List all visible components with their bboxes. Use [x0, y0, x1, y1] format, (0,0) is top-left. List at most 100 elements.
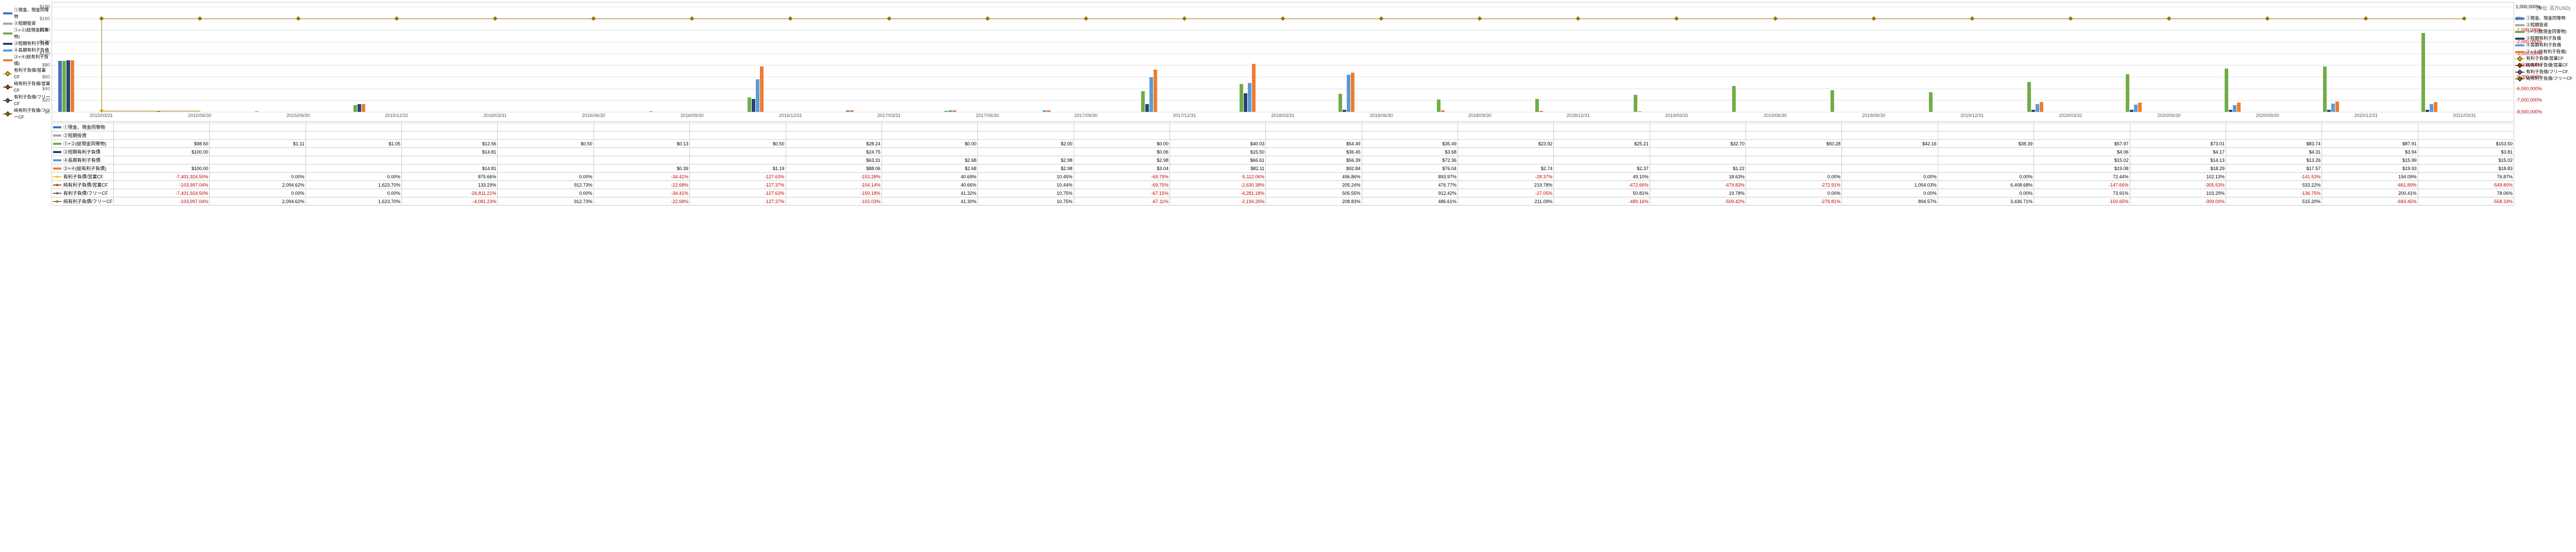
table-cell [498, 148, 594, 156]
table-cell: $0.50 [498, 140, 594, 148]
table-cell: 49.10% [1554, 173, 1650, 181]
bar-s3 [1535, 99, 1539, 112]
table-cell [690, 156, 786, 164]
table-cell: -104.14% [786, 181, 882, 189]
x-tick: 2016/09/30 [681, 113, 704, 118]
bar-s5 [2233, 105, 2236, 112]
table-cell: $98.60 [114, 140, 210, 148]
legend-item-s5: ④長期有利子負債 [3, 47, 50, 54]
table-cell: $57.97 [2034, 140, 2130, 148]
bar-s3 [1338, 94, 1342, 112]
table-cell: -683.45% [2322, 197, 2418, 206]
legend-item-s1: ①現金、現金同等物 [3, 7, 50, 20]
table-cell: $4.31 [2226, 148, 2321, 156]
bar-s3 [62, 61, 66, 112]
bar-s4 [66, 60, 70, 112]
table-cell: $87.91 [2322, 140, 2418, 148]
x-tick: 2020/03/31 [2059, 113, 2082, 118]
bar-s4 [2327, 110, 2331, 112]
table-cell: 912.42% [1362, 189, 1458, 197]
table-cell: 0.00% [1938, 189, 2033, 197]
bar-s6 [1047, 110, 1050, 112]
table-cell: $2.37 [1554, 164, 1650, 173]
table-cell: -7,401,924.50% [114, 173, 210, 181]
bar-s6 [953, 110, 956, 112]
table-cell: -69.79% [1074, 173, 1170, 181]
table-cell [1458, 148, 1554, 156]
table-cell [1842, 148, 1938, 156]
legend-item-s9: 有利子負債/フリーCF [2515, 69, 2574, 75]
table-cell: $40.03 [1170, 140, 1265, 148]
table-cell: 0.00% [498, 173, 594, 181]
table-cell [114, 156, 210, 164]
bar-s3 [944, 111, 948, 112]
table-cell: 6,408.68% [1938, 181, 2033, 189]
table-cell: -136.75% [2226, 189, 2321, 197]
table-cell: 205.24% [1266, 181, 1362, 189]
table-cell: -102.03% [786, 197, 882, 206]
bar-s6 [1154, 70, 1157, 112]
table-cell: $18.29 [2130, 164, 2226, 173]
bar-s6 [71, 60, 74, 112]
table-cell: -26,811.21% [402, 189, 498, 197]
table-cell: $35.49 [1362, 140, 1458, 148]
table-cell: $2.68 [882, 164, 977, 173]
table-cell: $83.74 [2226, 140, 2321, 148]
table-cell: -305.53% [2130, 181, 2226, 189]
table-cell: $50.28 [1746, 140, 1842, 148]
legend-item-s8: 純有利子負債/営業CF [3, 80, 50, 94]
bar-s3 [1141, 91, 1145, 112]
table-cell: 893.97% [1362, 173, 1458, 181]
table-cell: -141.53% [2226, 173, 2321, 181]
legend-item-s2: ②短期投資 [3, 20, 50, 27]
table-cell: $36.45 [1266, 148, 1362, 156]
bar-s3 [157, 111, 160, 112]
bar-s6 [362, 104, 365, 112]
bar-s5 [2430, 104, 2433, 112]
x-tick: 2020/12/31 [2354, 113, 2378, 118]
table-cell: -34.41% [594, 173, 689, 181]
legend-item-s10: 純有利子負債/フリーCF [3, 107, 50, 121]
table-cell: 18.63% [1650, 173, 1745, 181]
bar-s3 [2027, 82, 2031, 112]
table-cell: 2,094.62% [210, 197, 306, 206]
bar-s3 [2225, 69, 2228, 112]
bar-s4 [1343, 110, 1346, 112]
table-cell [1650, 156, 1745, 164]
table-cell: 194.09% [2322, 173, 2418, 181]
table-cell: $2.00 [978, 140, 1074, 148]
table-cell: -153.28% [786, 173, 882, 181]
x-tick: 2020/06/30 [2158, 113, 2181, 118]
legend-item-s10: 純有利子負債/フリーCF [2515, 75, 2574, 82]
table-cell: 72.44% [2034, 173, 2130, 181]
bar-s1 [58, 61, 62, 112]
table-cell: -127.37% [690, 181, 786, 189]
table-cell: 912.73% [498, 181, 594, 189]
bar-s6 [2434, 102, 2437, 112]
row-header: 純有利子負債/営業CF [52, 181, 114, 189]
row-header: ③+④(総有利子負債) [52, 164, 114, 173]
table-cell: -489.16% [1554, 197, 1650, 206]
table-cell: $100.00 [114, 164, 210, 173]
x-tick: 2015/12/31 [385, 113, 408, 118]
legend-item-s6: ③+④(総有利子負債) [3, 54, 50, 67]
bar-s3 [255, 111, 259, 112]
bar-s6 [1351, 73, 1354, 112]
bar-s6 [649, 111, 653, 112]
table-cell: -127.63% [690, 189, 786, 197]
table-cell: $56.39 [1266, 156, 1362, 164]
table-cell [1938, 156, 2033, 164]
table-cell: -27.05% [1458, 189, 1554, 197]
table-cell: $0.00 [1074, 140, 1170, 148]
table-cell: 78.06% [2418, 189, 2514, 197]
legend-right: ①現金、現金同等物②短期投資①+②(総現金同等物)③短期有利子負債④長期有利子負… [2515, 15, 2574, 82]
table-cell: -661.89% [2322, 181, 2418, 189]
chart-area: (単位: 百万USD) $0$20$40$60$80$100$120$140$1… [52, 2, 2514, 122]
table-cell: $3.94 [2322, 148, 2418, 156]
table-cell: -127.63% [690, 173, 786, 181]
bar-s4 [2031, 110, 2035, 112]
x-tick: 2016/12/31 [779, 113, 802, 118]
table-cell: 40.66% [882, 181, 977, 189]
table-cell [1458, 156, 1554, 164]
data-table: ①現金、現金同等物②短期投資①+②(総現金同等物)$98.60$1.11$1.0… [52, 123, 2514, 206]
